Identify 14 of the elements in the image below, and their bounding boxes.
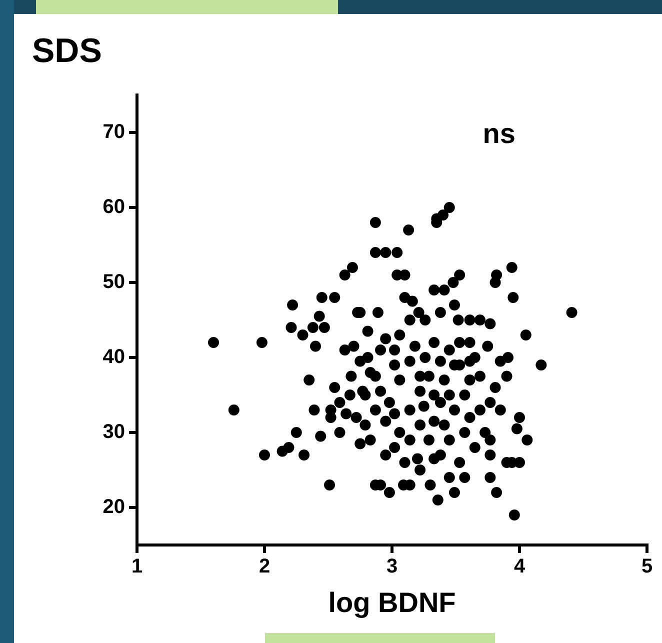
x-tick-label: 4 xyxy=(514,556,526,578)
y-tick-label: 50 xyxy=(102,271,125,294)
x-tick-label: 1 xyxy=(131,556,143,578)
y-tick-label: 40 xyxy=(102,346,125,368)
x-axis-title: log BDNF xyxy=(328,586,456,618)
annotation: ns xyxy=(482,118,516,149)
x-tick-label: 3 xyxy=(386,556,398,578)
y-tick-label: 70 xyxy=(102,121,125,144)
y-tick-label: 20 xyxy=(102,496,125,518)
y-tick-label: 60 xyxy=(102,196,125,218)
y-tick-label: 30 xyxy=(102,421,125,444)
y-axis-title: SDS xyxy=(32,32,102,70)
x-tick-label: 2 xyxy=(258,556,270,578)
x-tick-label: 5 xyxy=(641,556,653,578)
